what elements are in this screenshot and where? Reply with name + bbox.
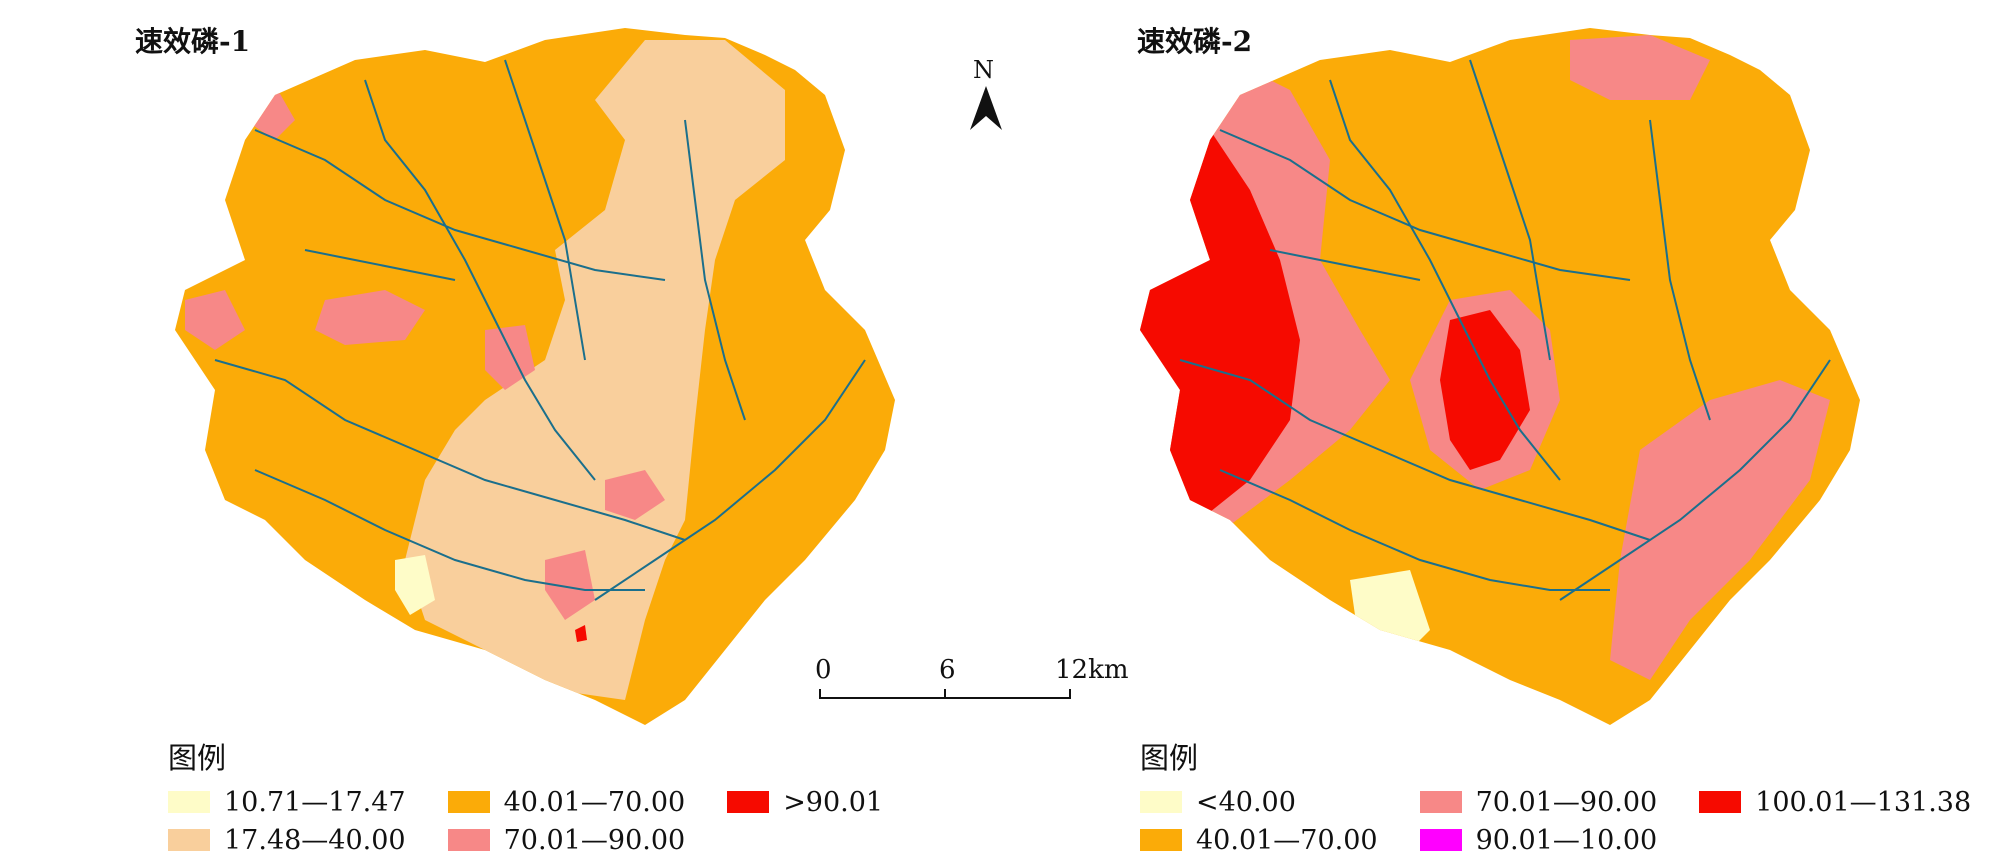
north-label: N: [973, 56, 994, 84]
scale-tick-6: 6: [939, 655, 956, 685]
legend-swatch: [1140, 791, 1182, 813]
map-1-region-70-90: [545, 550, 595, 620]
legend-swatch: [447, 829, 490, 851]
map-1: [175, 28, 895, 725]
map-2-rivers: [1179, 59, 1831, 601]
map-2-region-100plus: [1440, 310, 1530, 470]
legend-swatch: [1419, 791, 1462, 813]
map-1-legend: 图例 10.71—17.47 17.48—40.00 40.01—70.00 7…: [168, 735, 883, 859]
legend-label: 40.01—70.00: [503, 786, 686, 818]
legend-item: 100.01—131.38: [1699, 783, 1971, 821]
legend-swatch: [1140, 829, 1182, 851]
legend-swatch: [727, 791, 770, 813]
legend-title: 图例: [168, 741, 227, 775]
map-2-title: 速效磷-2: [1137, 25, 1253, 58]
legend-item: 10.71—17.47: [168, 783, 406, 821]
legend-item: 70.01—90.00: [1419, 783, 1658, 821]
legend-item: 17.48—40.00: [168, 821, 406, 859]
scale-tick-12km: 12km: [1055, 655, 1129, 685]
legend-item: 40.01—70.00: [447, 783, 686, 821]
legend-item: 90.01—10.00: [1419, 821, 1658, 859]
legend-label: 70.01—90.00: [1475, 786, 1658, 818]
legend-swatch: [1699, 791, 1742, 813]
map-1-region-70-90: [185, 290, 245, 350]
map-2-region-70-90: [1570, 35, 1710, 100]
legend-label: 70.01—90.00: [503, 824, 686, 856]
north-arrow-icon: [970, 86, 1002, 130]
legend-item: 40.01—70.00: [1140, 821, 1378, 859]
map-1-region-10-17: [395, 555, 435, 615]
map-1-region-17-40: [405, 40, 785, 700]
map-1-rivers: [214, 59, 866, 601]
legend-swatch: [1419, 829, 1462, 851]
legend-label: >90.01: [783, 786, 884, 818]
map-2: [1140, 28, 1860, 725]
map-1-region-70-90: [605, 470, 665, 520]
legend-title: 图例: [1140, 741, 1199, 775]
legend-label: 10.71—17.47: [224, 786, 406, 818]
legend-swatch: [447, 791, 490, 813]
map-1-title: 速效磷-1: [135, 25, 251, 58]
legend-item: >90.01: [727, 783, 883, 821]
map-2-region-70-90: [1610, 380, 1830, 680]
legend-label: 90.01—10.00: [1475, 824, 1658, 856]
scale-bar: [819, 689, 1071, 699]
legend-label: <40.00: [1196, 786, 1296, 818]
legend-item: <40.00: [1140, 783, 1378, 821]
legend-item: 70.01—90.00: [447, 821, 686, 859]
legend-label: 17.48—40.00: [224, 824, 406, 856]
legend-label: 100.01—131.38: [1755, 786, 1972, 818]
map-1-region-70-90: [315, 290, 425, 345]
map-2-legend: 图例 <40.00 40.01—70.00 70.01—90.00 90.01—…: [1140, 735, 1971, 859]
legend-swatch: [168, 829, 210, 851]
legend-swatch: [168, 791, 210, 813]
legend-label: 40.01—70.00: [1196, 824, 1378, 856]
map-1-region-90plus: [575, 625, 587, 642]
scale-tick-0: 0: [815, 655, 832, 685]
